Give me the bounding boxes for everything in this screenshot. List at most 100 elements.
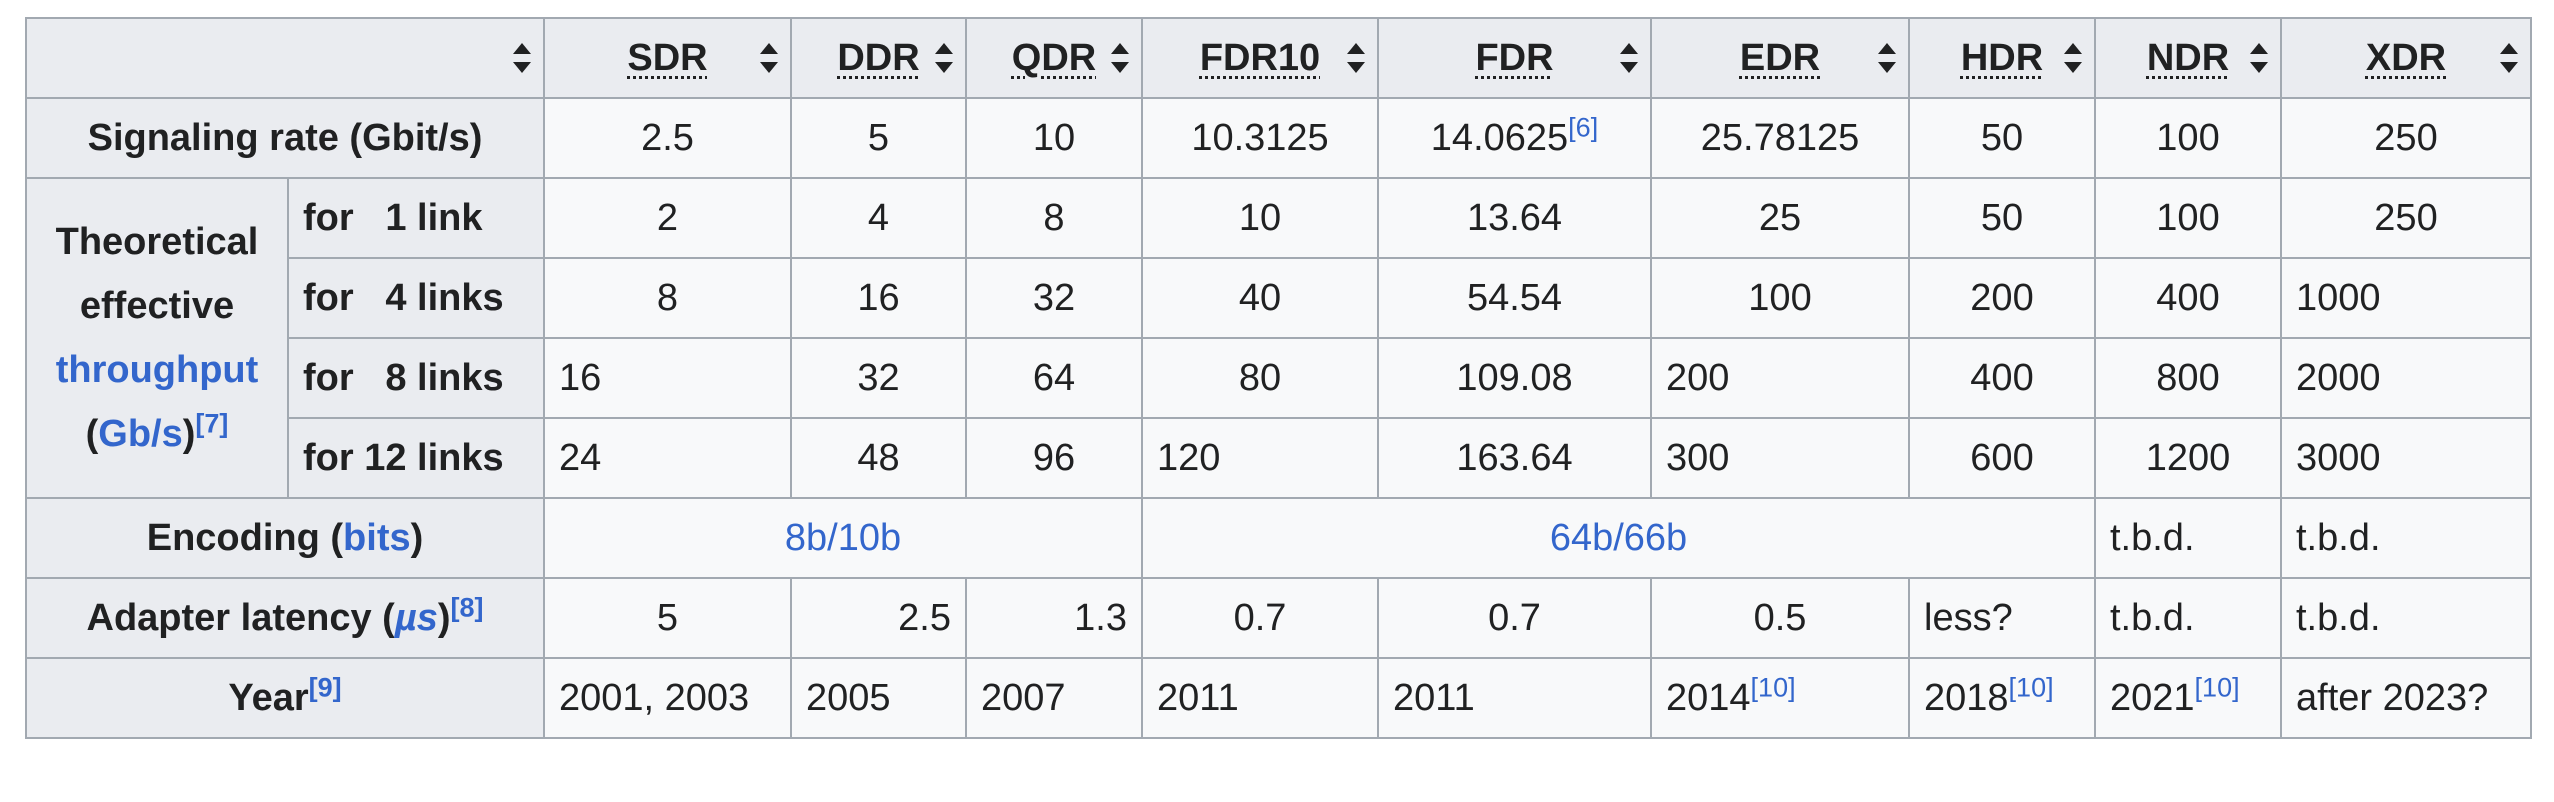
- gbps-link[interactable]: Gb/s: [98, 413, 183, 455]
- encoding-8b10b-link[interactable]: 8b/10b: [784, 516, 902, 559]
- column-header-edr[interactable]: EDR: [1650, 17, 1910, 99]
- cell-value: 3000: [2280, 417, 2532, 499]
- reference-link[interactable]: [9]: [308, 671, 342, 702]
- cell-value: 200: [1908, 257, 2096, 339]
- cell-value: 32: [790, 337, 967, 419]
- corner-header-cell[interactable]: [25, 17, 545, 99]
- column-header-ddr[interactable]: DDR: [790, 17, 967, 99]
- cell-value: less?: [1908, 577, 2096, 659]
- sort-arrows-icon[interactable]: [1111, 43, 1129, 73]
- reference-link[interactable]: [7]: [195, 408, 229, 439]
- reference-link[interactable]: [10]: [2008, 671, 2054, 702]
- cell-value: 200: [1650, 337, 1910, 419]
- throughput-link[interactable]: throughput: [55, 349, 259, 391]
- table-row-throughput-4-links: for 4 links 8 16 32 40 54.54 100 200 400…: [26, 257, 2532, 339]
- cell-value: 32: [965, 257, 1143, 339]
- row-subheader-1-link: for 1 link: [287, 177, 545, 259]
- reference-link[interactable]: [10]: [1750, 671, 1796, 702]
- cell-value: 300: [1650, 417, 1910, 499]
- cell-value: 10.3125: [1141, 97, 1379, 179]
- reference-link[interactable]: [8]: [450, 591, 484, 622]
- cell-value: 109.08: [1377, 337, 1652, 419]
- column-header-fdr10[interactable]: FDR10: [1141, 17, 1379, 99]
- sort-arrows-icon[interactable]: [2064, 43, 2082, 73]
- cell-text: 2014: [1666, 676, 1751, 719]
- sort-arrows-icon[interactable]: [1347, 43, 1365, 73]
- row-header-adapter-latency: Adapter latency (µs)[8]: [25, 577, 545, 659]
- column-header-label[interactable]: FDR10: [1199, 36, 1321, 79]
- cell-value: 0.7: [1377, 577, 1652, 659]
- sort-arrows-icon[interactable]: [2250, 43, 2268, 73]
- sort-arrows-icon[interactable]: [1620, 43, 1638, 73]
- encoding-64b66b-link[interactable]: 64b/66b: [1549, 516, 1688, 559]
- column-header-label[interactable]: DDR: [837, 36, 920, 79]
- row-header-encoding: Encoding (bits): [25, 497, 545, 579]
- cell-value-with-note: 2018[10]: [1908, 657, 2096, 739]
- reference-link[interactable]: [10]: [2194, 671, 2240, 702]
- bits-link[interactable]: bits: [343, 516, 411, 559]
- table-row-encoding: Encoding (bits) 8b/10b 64b/66b t.b.d. t.…: [25, 497, 2532, 579]
- cell-value: 2.5: [543, 97, 792, 179]
- cell-value: 800: [2094, 337, 2282, 419]
- row-subheader-8-links: for 8 links: [287, 337, 545, 419]
- cell-text: 2018: [1924, 676, 2009, 719]
- column-header-label[interactable]: XDR: [2365, 36, 2447, 79]
- encoding-label-suffix: ): [410, 516, 424, 559]
- cell-value: 250: [2280, 97, 2532, 179]
- cell-value: 2011: [1377, 657, 1652, 739]
- column-header-hdr[interactable]: HDR: [1908, 17, 2096, 99]
- cell-value: 2: [543, 177, 792, 259]
- table-row-year: Year[9] 2001, 2003 2005 2007 2011 2011 2…: [25, 657, 2532, 739]
- year-label: Year: [228, 676, 309, 719]
- throughput-label-line2: effective: [79, 285, 235, 327]
- cell-value: 54.54: [1377, 257, 1652, 339]
- encoding-label-prefix: Encoding (: [146, 516, 344, 559]
- cell-value: 2001, 2003: [543, 657, 792, 739]
- column-header-label[interactable]: NDR: [2146, 36, 2230, 79]
- throughput-label-line1: Theoretical: [55, 221, 259, 263]
- column-header-fdr[interactable]: FDR: [1377, 17, 1652, 99]
- cell-value-with-note: 2014[10]: [1650, 657, 1910, 739]
- sort-arrows-icon[interactable]: [1878, 43, 1896, 73]
- row-header-signaling-rate: Signaling rate (Gbit/s): [25, 97, 545, 179]
- cell-value-with-note: 2021[10]: [2094, 657, 2282, 739]
- column-header-label[interactable]: SDR: [627, 36, 708, 79]
- column-header-label[interactable]: FDR: [1475, 36, 1554, 79]
- cell-value: t.b.d.: [2280, 497, 2532, 579]
- column-header-label[interactable]: EDR: [1739, 36, 1821, 79]
- column-header-ndr[interactable]: NDR: [2094, 17, 2282, 99]
- sort-arrows-icon[interactable]: [935, 43, 953, 73]
- table-row-adapter-latency: Adapter latency (µs)[8] 5 2.5 1.3 0.7 0.…: [25, 577, 2532, 659]
- cell-value: t.b.d.: [2094, 577, 2282, 659]
- table-row-throughput-8-links: for 8 links 16 32 64 80 109.08 200 400 8…: [26, 337, 2532, 419]
- sort-arrows-icon[interactable]: [760, 43, 778, 73]
- cell-value: 1000: [2280, 257, 2532, 339]
- reference-link[interactable]: [6]: [1568, 111, 1599, 142]
- cell-value: 2005: [790, 657, 967, 739]
- column-header-label[interactable]: HDR: [1960, 36, 2044, 79]
- column-header-label[interactable]: QDR: [1011, 36, 1097, 79]
- cell-value: 48: [790, 417, 967, 499]
- column-header-sdr[interactable]: SDR: [543, 17, 792, 99]
- header-row: SDR DDR QDR FDR10 FDR EDR HDR NDR XDR: [25, 17, 2532, 99]
- cell-value: 2011: [1141, 657, 1379, 739]
- cell-value: t.b.d.: [2094, 497, 2282, 579]
- cell-text: 2021: [2110, 676, 2195, 719]
- column-header-xdr[interactable]: XDR: [2280, 17, 2532, 99]
- cell-value: 64: [965, 337, 1143, 419]
- cell-value: 16: [543, 337, 792, 419]
- cell-value: 13.64: [1377, 177, 1652, 259]
- sort-arrows-icon[interactable]: [513, 43, 531, 73]
- cell-value: 2.5: [790, 577, 967, 659]
- microsecond-link[interactable]: µs: [394, 596, 438, 639]
- table-row-signaling-rate: Signaling rate (Gbit/s) 2.5 5 10 10.3125…: [25, 97, 2532, 179]
- cell-value: 600: [1908, 417, 2096, 499]
- cell-value: 16: [790, 257, 967, 339]
- cell-value: 1.3: [965, 577, 1143, 659]
- cell-value: 100: [2094, 97, 2282, 179]
- column-header-qdr[interactable]: QDR: [965, 17, 1143, 99]
- cell-value: 5: [543, 577, 792, 659]
- cell-value: 25.78125: [1650, 97, 1910, 179]
- sort-arrows-icon[interactable]: [2500, 43, 2518, 73]
- row-subheader-4-links: for 4 links: [287, 257, 545, 339]
